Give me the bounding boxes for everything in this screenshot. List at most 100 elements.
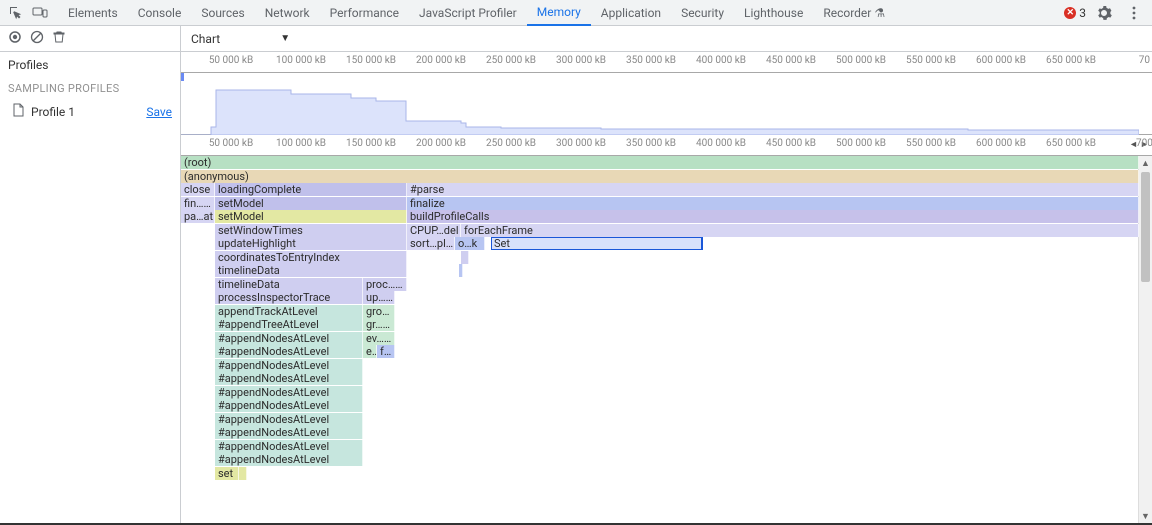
record-icon[interactable] [8, 30, 22, 47]
flame-bar[interactable]: close [181, 183, 215, 196]
ruler-tick: 450 000 kB [766, 55, 816, 66]
flame-bar[interactable] [459, 264, 463, 277]
error-count-badge[interactable]: ✕3 [1064, 6, 1086, 20]
flame-bar[interactable]: fin…ce [181, 197, 215, 210]
tab-network[interactable]: Network [255, 0, 320, 26]
vertical-scrollbar[interactable]: ▲ ▼ [1138, 156, 1152, 523]
settings-icon[interactable] [1092, 1, 1116, 25]
flame-bar[interactable]: #appendNodesAtLevel [215, 345, 363, 358]
flame-bar[interactable]: #appendNodesAtLevel [215, 426, 363, 439]
flame-bar[interactable]: #appendNodesAtLevel [215, 332, 363, 345]
tab-sources[interactable]: Sources [191, 0, 254, 26]
flame-bar[interactable]: timelineData [215, 264, 407, 277]
file-icon [12, 103, 25, 120]
ruler-tick: 450 000 kB [766, 138, 816, 149]
scroll-down-icon[interactable]: ▼ [1139, 509, 1152, 523]
ruler-tick: 50 000 kB [209, 138, 253, 149]
flame-bar[interactable]: Set [491, 237, 703, 250]
more-menu-icon[interactable] [1122, 1, 1146, 25]
error-count: 3 [1079, 6, 1086, 20]
flame-bar[interactable]: CPUP…del [407, 224, 461, 237]
flame-bar[interactable]: #appendNodesAtLevel [215, 386, 363, 399]
flame-bar[interactable]: #appendNodesAtLevel [215, 359, 363, 372]
flame-bar[interactable]: #appendNodesAtLevel [215, 413, 363, 426]
flame-bar[interactable]: gr…ew [363, 318, 395, 331]
flame-bar[interactable]: setModel [215, 197, 407, 210]
flame-bar[interactable]: #appendNodesAtLevel [215, 440, 363, 453]
device-toggle-icon[interactable] [28, 1, 52, 25]
flame-bar[interactable]: o…k [455, 237, 485, 250]
flame-bar[interactable] [239, 467, 247, 480]
save-link[interactable]: Save [146, 105, 172, 119]
flame-bar[interactable]: sort…ples [407, 237, 455, 250]
memory-toolbar: Chart ▼ [0, 26, 1152, 52]
flame-bar[interactable]: pa…at [181, 210, 215, 223]
ruler-tick: 50 000 kB [209, 55, 253, 66]
tab-lighthouse[interactable]: Lighthouse [734, 0, 813, 26]
ruler-tick: 250 000 kB [486, 138, 536, 149]
flame-bar[interactable]: (anonymous) [181, 170, 1139, 183]
tab-console[interactable]: Console [128, 0, 192, 26]
flame-bar[interactable]: #appendTreeAtLevel [215, 318, 363, 331]
flame-bar[interactable]: processInspectorTrace [215, 291, 363, 304]
flame-bar[interactable]: set [215, 467, 239, 480]
trash-icon[interactable] [52, 30, 66, 47]
ruler-tick: 200 000 kB [416, 138, 466, 149]
flame-bar[interactable]: finalize [407, 197, 1139, 210]
scroll-thumb[interactable] [1141, 172, 1150, 282]
ruler-tick: 550 000 kB [906, 55, 956, 66]
flame-bar[interactable]: f…r [377, 345, 395, 358]
ruler-bottom[interactable]: ◄► 50 000 kB100 000 kB150 000 kB200 000 … [181, 135, 1152, 156]
ruler-tick: 250 000 kB [486, 55, 536, 66]
flame-bar[interactable]: appendTrackAtLevel [215, 305, 363, 318]
flame-bar[interactable]: timelineData [215, 278, 363, 291]
ruler-tick: 150 000 kB [346, 138, 396, 149]
flame-bar[interactable]: forEachFrame [461, 224, 1139, 237]
flame-chart[interactable]: ▲ ▼ (root)(anonymous)closeloadingComplet… [181, 156, 1152, 523]
flame-bar[interactable]: #appendNodesAtLevel [215, 453, 363, 466]
ruler-tick: 650 000 kB [1046, 138, 1096, 149]
ruler-tick: 400 000 kB [696, 55, 746, 66]
ruler-tick: 70 [1139, 55, 1150, 66]
flame-bar[interactable]: setWindowTimes [215, 224, 407, 237]
flame-bar[interactable]: setModel [215, 210, 407, 223]
flame-bar[interactable]: gro…ts [363, 305, 395, 318]
tab-application[interactable]: Application [591, 0, 671, 26]
flame-bar[interactable]: loadingComplete [215, 183, 407, 196]
ruler-tick: 500 000 kB [836, 138, 886, 149]
flame-bar[interactable]: buildProfileCalls [407, 210, 1139, 223]
flame-bar[interactable]: coordinatesToEntryIndex [215, 251, 407, 264]
scroll-up-icon[interactable]: ▲ [1139, 156, 1152, 170]
tab-security[interactable]: Security [671, 0, 734, 26]
flame-bar[interactable]: updateHighlight [215, 237, 407, 250]
tab-performance[interactable]: Performance [320, 0, 409, 26]
flame-bar[interactable]: (root) [181, 156, 1139, 169]
profiles-heading: Profiles [0, 52, 180, 78]
flame-bar[interactable]: #parse [407, 183, 1139, 196]
inspect-icon[interactable] [4, 1, 28, 25]
flame-bar[interactable]: ev…ew [363, 332, 395, 345]
tab-elements[interactable]: Elements [58, 0, 128, 26]
tab-recorder-[interactable]: Recorder ⚗ [813, 0, 895, 26]
ruler-tick: 550 000 kB [906, 138, 956, 149]
flame-bar[interactable]: e… [363, 345, 377, 358]
overview-chart[interactable] [181, 73, 1152, 135]
ruler-tick: 350 000 kB [626, 138, 676, 149]
ruler-tick: 300 000 kB [556, 55, 606, 66]
flame-bar[interactable]: proc…ata [363, 278, 407, 291]
flame-bar[interactable]: #appendNodesAtLevel [215, 372, 363, 385]
flame-bar[interactable]: #appendNodesAtLevel [215, 399, 363, 412]
ruler-tick: 350 000 kB [626, 55, 676, 66]
clear-icon[interactable] [30, 30, 44, 47]
ruler-tick: 150 000 kB [346, 55, 396, 66]
tab-javascript-profiler[interactable]: JavaScript Profiler [409, 0, 527, 26]
sampling-heading: SAMPLING PROFILES [0, 78, 180, 99]
flame-bar[interactable]: up…up [363, 291, 395, 304]
profile-item[interactable]: Profile 1 Save [0, 99, 180, 124]
devtools-tabbar: ElementsConsoleSourcesNetworkPerformance… [0, 0, 1152, 26]
ruler-tick: 600 000 kB [976, 55, 1026, 66]
ruler-top[interactable]: 50 000 kB100 000 kB150 000 kB200 000 kB2… [181, 52, 1152, 73]
flame-bar[interactable] [461, 251, 469, 264]
tab-memory[interactable]: Memory [527, 0, 591, 26]
view-select[interactable]: Chart ▼ [181, 26, 300, 51]
